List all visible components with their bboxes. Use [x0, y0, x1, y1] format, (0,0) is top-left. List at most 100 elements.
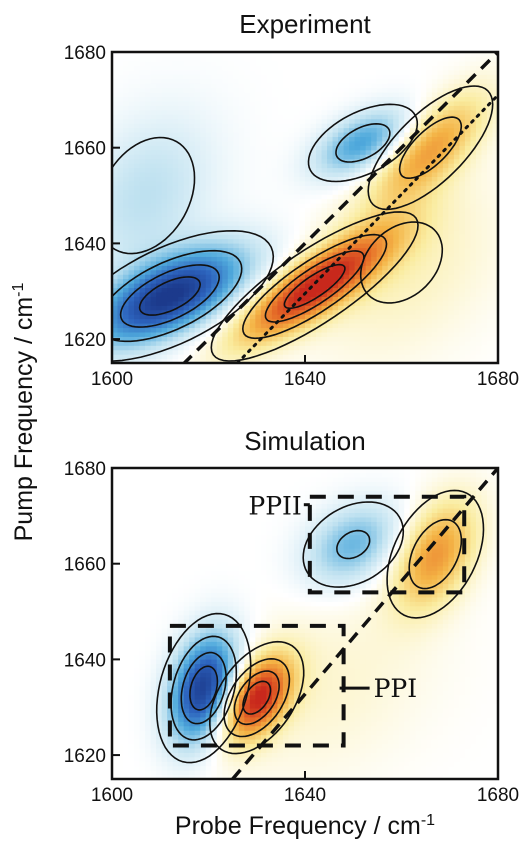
top-heat-cell: [205, 203, 212, 209]
top-heat-cell: [431, 269, 438, 275]
top-heat-cell: [178, 251, 185, 257]
top-heat-cell: [227, 300, 234, 306]
top-heat-cell: [316, 256, 323, 262]
top-heat-cell: [244, 118, 251, 124]
top-heat-cell: [244, 287, 251, 293]
top-heat-cell: [393, 194, 400, 200]
top-heat-cell: [134, 354, 141, 360]
top-heat-cell: [321, 52, 328, 58]
top-heat-cell: [420, 229, 427, 235]
top-heat-cell: [486, 220, 494, 226]
top-heat-cell: [266, 185, 273, 191]
top-heat-cell: [464, 131, 472, 138]
top-heat-cell: [310, 211, 317, 217]
top-heat-cell: [227, 296, 234, 302]
top-heat-cell: [486, 203, 494, 209]
top-heat-cell: [321, 358, 328, 363]
top-heat-cell: [382, 287, 389, 293]
top-heat-cell: [139, 167, 146, 173]
top-heat-cell: [200, 260, 207, 266]
top-heat-cell: [172, 100, 179, 106]
top-heat-cell: [200, 167, 207, 173]
top-heat-cell: [200, 331, 207, 337]
top-heat-cell: [371, 189, 378, 195]
top-heat-cell: [299, 300, 306, 306]
top-heat-cell: [387, 96, 394, 102]
top-heat-cell: [354, 229, 361, 235]
top-heat-cell: [167, 194, 174, 200]
top-heat-cell: [321, 234, 328, 240]
top-heat-cell: [464, 136, 472, 142]
top-heat-cell: [365, 100, 372, 106]
top-heat-cell: [492, 216, 498, 222]
top-heat-cell: [189, 136, 196, 142]
top-heat-cell: [376, 345, 383, 351]
bottom-heat-cell: [112, 619, 119, 625]
top-heat-cell: [277, 220, 284, 226]
top-heat-cell: [194, 96, 201, 102]
top-heat-cell: [249, 331, 256, 337]
top-heat-cell: [431, 274, 438, 280]
top-heat-cell: [189, 131, 196, 138]
top-heat-cell: [172, 247, 179, 253]
top-heat-cell: [134, 331, 141, 337]
top-heat-cell: [481, 314, 488, 320]
top-heat-cell: [349, 323, 356, 329]
top-heat-cell: [139, 331, 146, 337]
top-heat-cell: [150, 309, 157, 315]
top-heat-cell: [464, 354, 472, 360]
top-heat-cell: [216, 211, 223, 217]
top-heat-cell: [332, 74, 339, 80]
top-heat-cell: [178, 198, 185, 204]
top-heat-cell: [448, 167, 455, 173]
top-heat-cell: [332, 331, 339, 337]
top-heat-cell: [205, 336, 212, 342]
top-heat-cell: [288, 69, 295, 75]
top-heat-cell: [354, 305, 361, 311]
top-heat-cell: [134, 118, 141, 124]
top-heat-cell: [316, 265, 323, 271]
top-heat-cell: [371, 176, 378, 182]
top-heat-cell: [112, 349, 119, 355]
top-heat-cell: [194, 198, 201, 204]
top-heat-cell: [266, 234, 273, 240]
top-heat-cell: [327, 194, 334, 200]
top-heat-cell: [448, 251, 455, 257]
top-heat-cell: [453, 194, 460, 200]
top-heat-cell: [393, 60, 400, 66]
top-heat-cell: [255, 180, 262, 186]
top-heat-cell: [216, 331, 223, 337]
top-heat-cell: [194, 171, 201, 177]
top-heat-cell: [156, 314, 163, 320]
top-heat-cell: [415, 100, 422, 106]
top-heat-cell: [112, 278, 119, 284]
top-heat-cell: [349, 69, 356, 75]
top-heat-cell: [172, 318, 179, 324]
top-heat-cell: [244, 52, 251, 58]
top-heat-cell: [492, 78, 498, 84]
top-heat-cell: [464, 216, 472, 222]
bottom-heat-cell: [112, 632, 119, 638]
top-heat-cell: [305, 171, 312, 177]
top-heat-cell: [321, 198, 328, 204]
top-heat-cell: [420, 260, 427, 266]
top-heat-cell: [453, 203, 460, 209]
top-heat-cell: [282, 105, 290, 111]
top-heat-cell: [194, 331, 201, 337]
top-heat-cell: [156, 74, 163, 80]
top-heat-cell: [189, 318, 196, 324]
top-heat-cell: [238, 74, 245, 80]
top-heat-cell: [299, 145, 306, 151]
top-heat-cell: [470, 171, 477, 177]
top-heat-cell: [393, 305, 400, 311]
top-heat-cell: [492, 149, 498, 155]
top-heat-cell: [321, 296, 328, 302]
top-heat-cell: [371, 114, 378, 120]
top-heat-cell: [161, 269, 168, 275]
top-heat-cell: [376, 283, 383, 289]
top-heat-cell: [371, 225, 378, 231]
top-heat-cell: [156, 83, 163, 89]
top-heat-cell: [343, 100, 350, 106]
top-heat-cell: [123, 114, 130, 120]
